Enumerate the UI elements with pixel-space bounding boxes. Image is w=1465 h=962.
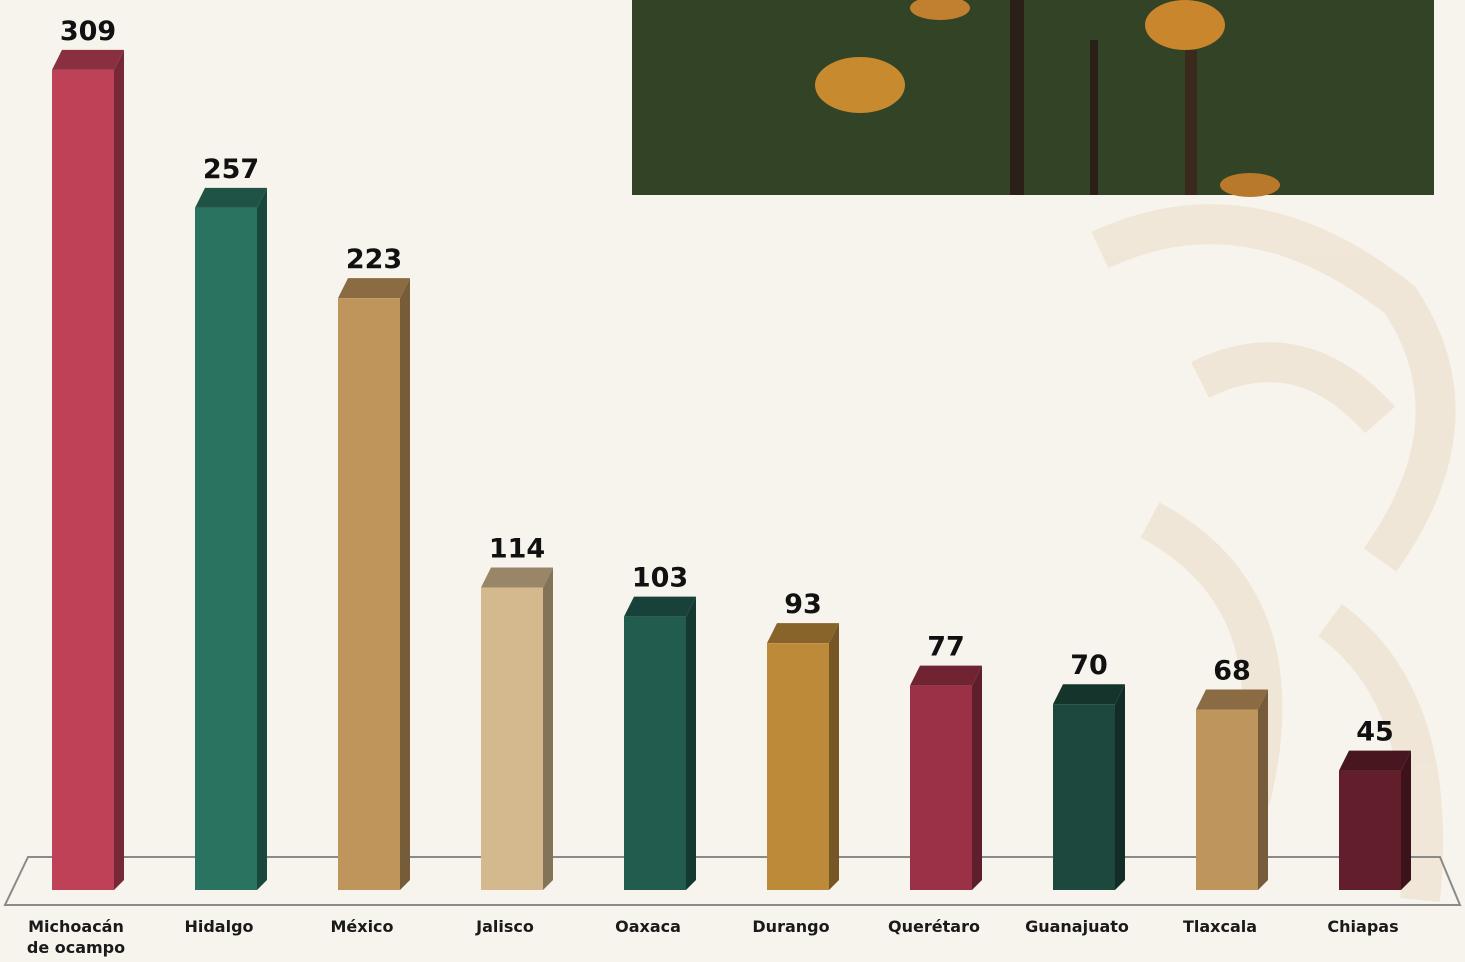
bar-side <box>1115 684 1125 890</box>
category-label: Oaxaca <box>578 916 718 937</box>
value-label: 257 <box>203 154 259 185</box>
bar-top <box>338 278 410 298</box>
bar <box>1053 704 1115 890</box>
bar-top <box>1053 684 1125 704</box>
bar-side <box>400 278 410 890</box>
category-label: Querétaro <box>864 916 1004 937</box>
category-label: Jalisco <box>435 916 575 937</box>
bar-top <box>52 50 124 70</box>
bar-top <box>1339 751 1411 771</box>
value-label: 77 <box>927 632 965 663</box>
bar-top <box>624 597 696 617</box>
forest-photo <box>632 0 1434 197</box>
bar-top <box>910 666 982 686</box>
chart: 309 257 223 114 103 93 77 70 68 45 <box>0 0 1465 962</box>
bar <box>52 70 114 890</box>
value-label: 103 <box>632 563 688 594</box>
bar <box>1339 771 1401 890</box>
bar <box>767 643 829 890</box>
bar <box>338 298 400 890</box>
bar-side <box>686 597 696 890</box>
category-label: México <box>292 916 432 937</box>
category-label: Hidalgo <box>149 916 289 937</box>
bar-side <box>114 50 124 890</box>
category-label: Michoacán de ocampo <box>16 916 136 958</box>
bar-top <box>481 567 553 587</box>
bar-side <box>972 666 982 890</box>
bar-top <box>1196 690 1268 710</box>
page: 309 257 223 114 103 93 77 70 68 45 Michoacán de o… <box>0 0 1465 962</box>
bar-side <box>1258 690 1268 890</box>
bar <box>195 208 257 890</box>
bar <box>481 587 543 890</box>
bar <box>1196 710 1258 890</box>
bar <box>910 686 972 890</box>
value-label: 45 <box>1356 717 1394 748</box>
value-label: 70 <box>1070 650 1108 681</box>
bar-top <box>195 188 267 208</box>
bar-side <box>829 623 839 890</box>
value-label: 114 <box>489 533 545 564</box>
value-label: 309 <box>60 16 116 47</box>
category-label: Guanajuato <box>1007 916 1147 937</box>
value-label: 93 <box>784 589 822 620</box>
category-label: Durango <box>721 916 861 937</box>
bar-side <box>1401 751 1411 890</box>
bar-side <box>543 567 553 890</box>
value-label: 223 <box>346 244 402 275</box>
value-label: 68 <box>1213 656 1251 687</box>
category-label: Chiapas <box>1293 916 1433 937</box>
bar <box>624 617 686 890</box>
category-label: Tlaxcala <box>1150 916 1290 937</box>
bar-side <box>257 188 267 890</box>
bar-top <box>767 623 839 643</box>
